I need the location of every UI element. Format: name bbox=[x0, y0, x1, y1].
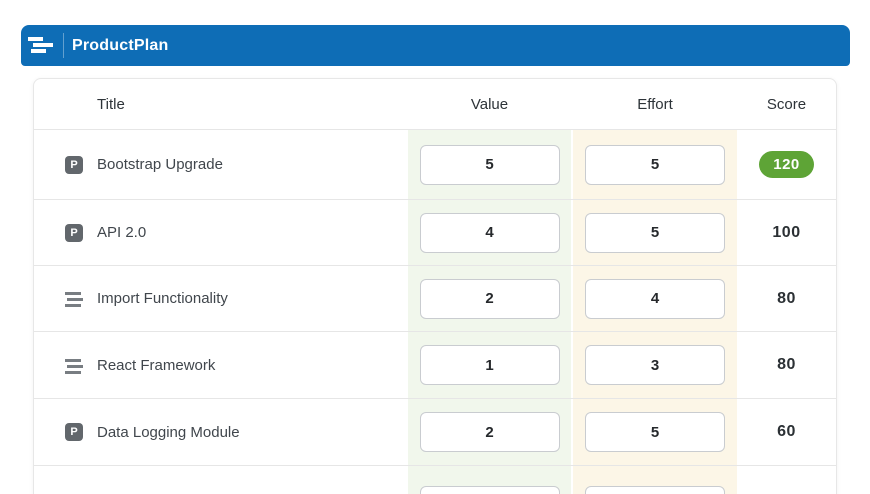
effort-input[interactable] bbox=[585, 345, 725, 385]
row-title-cell[interactable]: API 2.0 bbox=[34, 200, 408, 265]
score-value: 80 bbox=[777, 289, 796, 307]
roadmap-bars-icon bbox=[65, 292, 83, 307]
row-title-cell[interactable] bbox=[34, 466, 408, 494]
row-title-label: Import Functionality bbox=[97, 290, 228, 307]
row-title-label: Bootstrap Upgrade bbox=[97, 156, 223, 173]
row-title-label: React Framework bbox=[97, 356, 216, 374]
score-value: 80 bbox=[777, 356, 796, 373]
header-divider bbox=[63, 33, 64, 58]
app-title: ProductPlan bbox=[72, 37, 169, 54]
row-title-cell[interactable]: React Framework bbox=[34, 332, 408, 398]
score-badge: 120 bbox=[759, 151, 814, 178]
column-header-title: Title bbox=[97, 95, 125, 113]
parking-lot-icon bbox=[65, 423, 83, 441]
effort-input[interactable] bbox=[585, 412, 725, 452]
roadmap-bars-icon bbox=[65, 358, 83, 374]
table-row: API 2.0 100 bbox=[34, 199, 836, 265]
effort-input[interactable] bbox=[585, 144, 725, 185]
table-row: Import Functionality 80 bbox=[34, 265, 836, 331]
table-row: Data Logging Module 60 bbox=[34, 398, 836, 465]
productplan-gantt-logo-icon bbox=[28, 37, 54, 53]
effort-input[interactable] bbox=[585, 278, 725, 319]
table-row bbox=[34, 465, 836, 494]
table-header-row: Title Value Effort Score bbox=[34, 79, 836, 129]
parking-lot-icon bbox=[65, 223, 83, 242]
value-input[interactable] bbox=[419, 412, 560, 452]
row-title-label: Data Logging Module bbox=[97, 423, 240, 441]
row-title-cell[interactable]: Import Functionality bbox=[34, 266, 408, 331]
parking-lot-icon bbox=[65, 155, 83, 174]
prioritization-table: Title Value Effort Score Bootstrap Upgra… bbox=[33, 78, 837, 494]
row-title-cell[interactable]: Bootstrap Upgrade bbox=[34, 130, 408, 199]
value-input[interactable] bbox=[419, 212, 560, 253]
column-header-effort: Effort bbox=[637, 95, 673, 113]
table-row: React Framework 80 bbox=[34, 331, 836, 398]
effort-input[interactable] bbox=[585, 485, 725, 494]
row-title-label: API 2.0 bbox=[97, 224, 147, 241]
value-input[interactable] bbox=[419, 278, 560, 319]
row-title-cell[interactable]: Data Logging Module bbox=[34, 399, 408, 465]
column-header-score: Score bbox=[766, 95, 807, 113]
effort-input[interactable] bbox=[585, 212, 725, 253]
value-input[interactable] bbox=[419, 345, 560, 385]
table-row: Bootstrap Upgrade 120 bbox=[34, 129, 836, 199]
app-header-bar: ProductPlan bbox=[21, 25, 850, 66]
column-header-value: Value bbox=[470, 95, 509, 113]
score-value: 100 bbox=[772, 223, 801, 241]
value-input[interactable] bbox=[419, 144, 560, 185]
value-input[interactable] bbox=[419, 485, 560, 494]
score-value: 60 bbox=[777, 423, 796, 440]
